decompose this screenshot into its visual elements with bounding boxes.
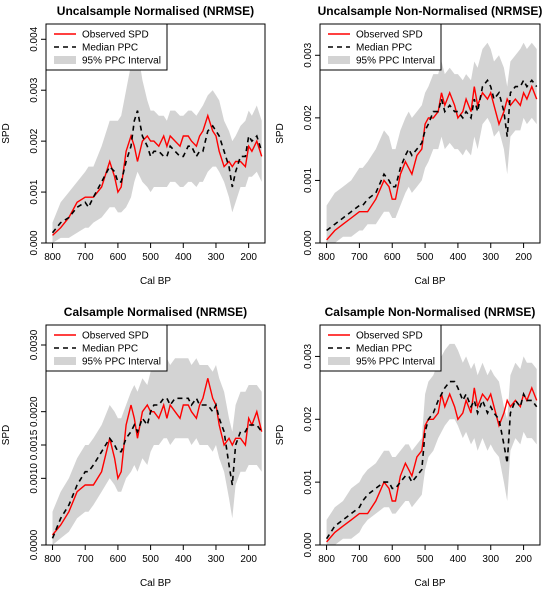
x-tick-label: 700 — [77, 252, 94, 263]
legend-entry: Median PPC — [82, 43, 138, 54]
y-axis-label: SPD — [275, 123, 286, 144]
y-tick-label: 0.001 — [303, 469, 314, 494]
y-tick-label: 0.0020 — [29, 396, 40, 427]
legend-entry: Observed SPD — [356, 30, 423, 41]
y-tick-label: 0.0000 — [29, 529, 40, 560]
chart-panel-4: 800 700 600 500 400 300 200 0.000 0.001 0.002 0.00… — [275, 305, 541, 589]
y-tick-label: 0.002 — [303, 406, 314, 431]
y-axis-label: SPD — [1, 425, 12, 446]
y-tick-label: 0.000 — [303, 532, 314, 557]
median-ppc-line — [51, 396, 263, 539]
x-tick-label: 600 — [110, 252, 127, 263]
legend: Observed SPD Median PPC 95% PPC Interval — [319, 23, 442, 71]
median-ppc-line — [51, 110, 263, 234]
chart-title: Calsample Non-Normalised (NRMSE) — [325, 305, 536, 319]
x-tick-label: 200 — [515, 554, 532, 565]
chart-title: Uncalsample Normalised (NRMSE) — [57, 4, 254, 18]
observed-spd-line — [51, 378, 263, 536]
y-tick-label: 0.000 — [303, 230, 314, 255]
chart-title: Uncalsample Non-Normalised (NRMSE) — [318, 4, 543, 18]
legend-entry: Median PPC — [82, 344, 138, 355]
y-tick-label: 0.0010 — [29, 463, 40, 494]
y-tick-label: 0.000 — [29, 230, 40, 255]
x-tick-label: 200 — [240, 252, 257, 263]
legend-entry: 95% PPC Interval — [356, 56, 435, 67]
x-tick-label: 800 — [318, 554, 335, 565]
x-tick-label: 700 — [351, 252, 368, 263]
x-tick-label: 500 — [142, 252, 159, 263]
y-axis-label: SPD — [1, 123, 12, 144]
chart-panel-1: 800 700 600 500 400 300 200 0.000 0.001 0.002 0.00… — [1, 4, 266, 287]
legend: Observed SPD Median PPC 95% PPC Interval — [45, 23, 168, 71]
x-tick-label: 400 — [175, 554, 192, 565]
x-tick-label: 400 — [175, 252, 192, 263]
y-tick-label: 0.0030 — [29, 329, 40, 360]
ppc-interval-band — [52, 358, 262, 545]
x-tick-label: 500 — [417, 554, 434, 565]
ppc-interval-band — [52, 49, 262, 243]
legend-entry: Median PPC — [356, 43, 412, 54]
y-tick-label: 0.003 — [29, 77, 40, 102]
x-tick-label: 300 — [208, 554, 225, 565]
x-tick-label: 500 — [142, 554, 159, 565]
y-axis-label: SPD — [275, 425, 286, 446]
y-tick-label: 0.002 — [303, 105, 314, 130]
legend: Observed SPD Median PPC 95% PPC Interval — [45, 324, 168, 372]
x-tick-label: 600 — [110, 554, 127, 565]
x-tick-label: 200 — [515, 252, 532, 263]
x-tick-label: 400 — [450, 252, 467, 263]
legend-entry: Observed SPD — [82, 30, 149, 41]
legend-entry: Observed SPD — [82, 331, 149, 342]
legend-entry: 95% PPC Interval — [82, 357, 161, 368]
observed-spd-line — [52, 113, 263, 236]
x-tick-label: 400 — [450, 554, 467, 565]
x-tick-label: 600 — [384, 252, 401, 263]
legend-entry: Observed SPD — [356, 331, 423, 342]
x-tick-label: 600 — [384, 554, 401, 565]
median-ppc-line — [326, 78, 538, 232]
median-ppc-line — [325, 380, 538, 540]
y-tick-label: 0.001 — [303, 167, 314, 192]
x-axis-label: Cal BP — [414, 578, 445, 589]
chart-panel-2: 800 700 600 500 400 300 200 0.000 0.001 0.002 0.00… — [275, 4, 542, 287]
x-tick-label: 300 — [482, 252, 499, 263]
x-tick-label: 700 — [77, 554, 94, 565]
y-tick-label: 0.001 — [29, 179, 40, 204]
x-tick-label: 500 — [417, 252, 434, 263]
legend-entry: 95% PPC Interval — [356, 357, 435, 368]
x-tick-label: 800 — [44, 554, 61, 565]
legend-entry: Median PPC — [356, 344, 412, 355]
x-tick-label: 300 — [482, 554, 499, 565]
chart-panel-3: 800 700 600 500 400 300 200 0.0000 0.0010 0.0015 0… — [1, 305, 266, 589]
x-tick-label: 300 — [208, 252, 225, 263]
x-axis-label: Cal BP — [140, 276, 171, 287]
x-tick-label: 800 — [44, 252, 61, 263]
chart-title: Calsample Normalised (NRMSE) — [64, 305, 247, 319]
x-axis-label: Cal BP — [140, 578, 171, 589]
y-tick-label: 0.002 — [29, 128, 40, 153]
x-tick-label: 700 — [351, 554, 368, 565]
legend-entry: 95% PPC Interval — [82, 56, 161, 67]
x-tick-label: 200 — [240, 554, 257, 565]
y-tick-label: 0.003 — [303, 42, 314, 67]
observed-spd-line — [326, 385, 538, 543]
x-axis-label: Cal BP — [414, 276, 445, 287]
x-tick-label: 800 — [318, 252, 335, 263]
y-tick-label: 0.003 — [303, 343, 314, 368]
y-tick-label: 0.004 — [29, 26, 40, 51]
legend: Observed SPD Median PPC 95% PPC Interval — [319, 324, 442, 372]
y-tick-label: 0.0015 — [29, 429, 40, 460]
observed-spd-line — [326, 84, 538, 241]
